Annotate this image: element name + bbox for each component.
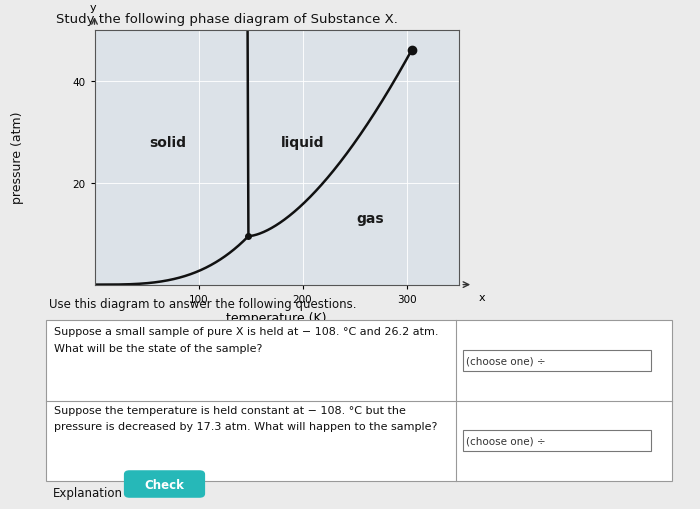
Text: Use this diagram to answer the following questions.: Use this diagram to answer the following… — [49, 298, 356, 310]
Text: y: y — [90, 3, 96, 13]
Text: (choose one) ÷: (choose one) ÷ — [466, 436, 546, 446]
Text: x: x — [479, 293, 485, 303]
Text: solid: solid — [149, 135, 186, 150]
Text: Suppose a small sample of pure X is held at − 108. °C and 26.2 atm.: Suppose a small sample of pure X is held… — [54, 327, 438, 337]
Text: gas: gas — [356, 212, 384, 226]
Text: (choose one) ÷: (choose one) ÷ — [466, 356, 546, 366]
Text: Study the following phase diagram of Substance X.: Study the following phase diagram of Sub… — [56, 13, 398, 25]
Text: Explanation: Explanation — [52, 486, 122, 499]
Text: liquid: liquid — [281, 135, 324, 150]
Text: pressure is decreased by 17.3 atm. What will happen to the sample?: pressure is decreased by 17.3 atm. What … — [54, 421, 438, 431]
Text: What will be the state of the sample?: What will be the state of the sample? — [54, 344, 262, 354]
Text: pressure (atm): pressure (atm) — [11, 111, 24, 204]
Text: Suppose the temperature is held constant at − 108. °C but the: Suppose the temperature is held constant… — [54, 405, 406, 415]
X-axis label: temperature (K): temperature (K) — [226, 311, 327, 324]
Text: Check: Check — [145, 477, 184, 491]
